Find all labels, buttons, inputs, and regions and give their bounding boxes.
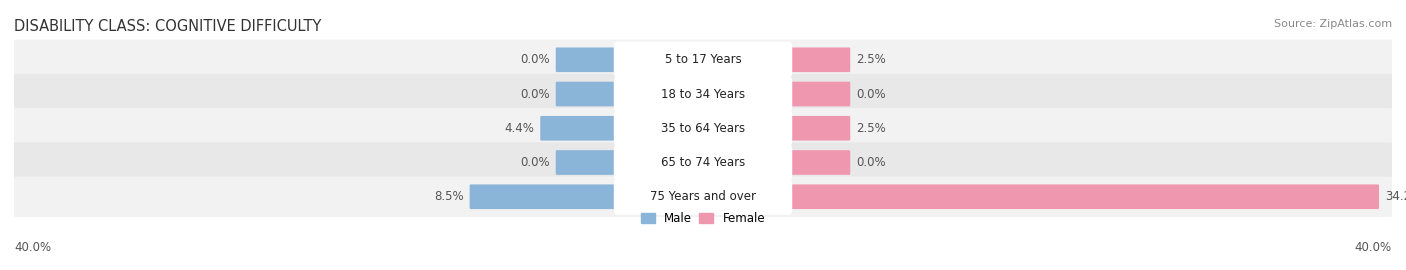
FancyBboxPatch shape	[614, 178, 792, 215]
FancyBboxPatch shape	[614, 110, 792, 146]
FancyBboxPatch shape	[614, 42, 792, 78]
FancyBboxPatch shape	[555, 48, 617, 72]
FancyBboxPatch shape	[13, 74, 1393, 114]
Text: Source: ZipAtlas.com: Source: ZipAtlas.com	[1274, 19, 1392, 29]
FancyBboxPatch shape	[789, 82, 851, 106]
FancyBboxPatch shape	[789, 48, 851, 72]
Text: 0.0%: 0.0%	[520, 53, 550, 66]
FancyBboxPatch shape	[614, 144, 792, 181]
FancyBboxPatch shape	[789, 150, 851, 175]
Text: 2.5%: 2.5%	[856, 53, 886, 66]
FancyBboxPatch shape	[13, 108, 1393, 148]
Text: 40.0%: 40.0%	[1355, 241, 1392, 254]
Text: 5 to 17 Years: 5 to 17 Years	[665, 53, 741, 66]
FancyBboxPatch shape	[470, 184, 617, 209]
Text: 4.4%: 4.4%	[505, 122, 534, 135]
FancyBboxPatch shape	[540, 116, 617, 141]
Text: 2.5%: 2.5%	[856, 122, 886, 135]
Text: 34.2%: 34.2%	[1385, 190, 1406, 203]
Text: DISABILITY CLASS: COGNITIVE DIFFICULTY: DISABILITY CLASS: COGNITIVE DIFFICULTY	[14, 19, 322, 34]
Text: 0.0%: 0.0%	[856, 87, 886, 100]
Text: 0.0%: 0.0%	[520, 156, 550, 169]
FancyBboxPatch shape	[555, 150, 617, 175]
Text: 18 to 34 Years: 18 to 34 Years	[661, 87, 745, 100]
Text: 65 to 74 Years: 65 to 74 Years	[661, 156, 745, 169]
FancyBboxPatch shape	[13, 177, 1393, 217]
FancyBboxPatch shape	[13, 142, 1393, 183]
Legend: Male, Female: Male, Female	[641, 212, 765, 225]
FancyBboxPatch shape	[13, 40, 1393, 80]
FancyBboxPatch shape	[789, 116, 851, 141]
Text: 75 Years and over: 75 Years and over	[650, 190, 756, 203]
Text: 40.0%: 40.0%	[14, 241, 51, 254]
Text: 8.5%: 8.5%	[434, 190, 464, 203]
Text: 0.0%: 0.0%	[856, 156, 886, 169]
Text: 35 to 64 Years: 35 to 64 Years	[661, 122, 745, 135]
FancyBboxPatch shape	[614, 76, 792, 112]
Text: 0.0%: 0.0%	[520, 87, 550, 100]
FancyBboxPatch shape	[555, 82, 617, 106]
FancyBboxPatch shape	[789, 184, 1379, 209]
